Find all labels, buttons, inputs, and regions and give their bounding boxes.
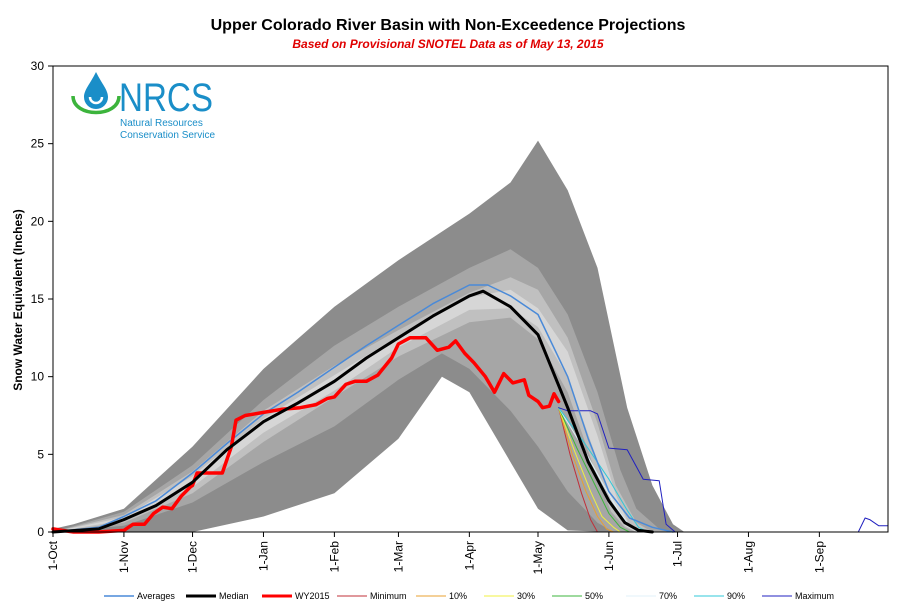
series-line-wy2015 [51, 336, 561, 534]
series-line-maximum [558, 407, 889, 533]
series-line-minimum [558, 407, 598, 533]
legend-label: 50% [585, 591, 603, 601]
y-tick-label: 15 [31, 292, 45, 306]
water-drop-icon [71, 72, 121, 115]
x-tick-label: 1-Jan [257, 541, 271, 571]
chart-subtitle: Based on Provisional SNOTEL Data as of M… [292, 37, 604, 51]
nrcs-logo: NRCS Natural Resources Conservation Serv… [71, 72, 215, 141]
y-tick-label: 30 [31, 59, 45, 73]
y-tick-label: 20 [31, 214, 45, 228]
y-tick-label: 5 [37, 447, 44, 461]
x-tick-label: 1-Dec [186, 541, 200, 573]
y-axis: 0 5 10 15 20 25 30 [31, 59, 53, 539]
legend: Averages Median WY2015 Minimum 10% 30% 50% 70% 9… [104, 591, 834, 601]
y-axis-label: Snow Water Equivalent (Inches) [11, 209, 25, 391]
series-line-averages [52, 284, 674, 533]
logo-line2: Conservation Service [120, 130, 215, 141]
y-tick-label: 10 [31, 370, 45, 384]
x-tick-label: 1-Apr [462, 541, 476, 570]
x-tick-label: 1-Feb [327, 541, 341, 573]
y-tick-label: 25 [31, 137, 45, 151]
legend-label: Maximum [795, 591, 834, 601]
series-line-median [51, 289, 654, 534]
series-line-30pct [558, 407, 621, 533]
legend-label: 30% [517, 591, 535, 601]
x-tick-label: 1-May [531, 541, 545, 574]
x-tick-label: 1-Jul [671, 541, 685, 567]
legend-label: 70% [659, 591, 677, 601]
x-tick-label: 1-Oct [46, 540, 60, 570]
logo-line1: Natural Resources [120, 118, 203, 129]
chart-title: Upper Colorado River Basin with Non-Exce… [211, 17, 686, 34]
x-tick-label: 1-Nov [117, 541, 131, 573]
logo-name: NRCS [119, 76, 213, 120]
legend-label: Averages [137, 591, 175, 601]
x-tick-label: 1-Mar [391, 541, 405, 572]
x-tick-label: 1-Sep [812, 541, 826, 573]
x-axis: 1-Oct 1-Nov 1-Dec 1-Jan 1-Feb 1-Mar 1-Apr 1-May… [46, 532, 826, 574]
x-tick-label: 1-Aug [742, 541, 756, 573]
x-tick-label: 1-Jun [602, 541, 616, 571]
series-line-50pct [558, 407, 630, 533]
legend-label: Minimum [370, 591, 407, 601]
legend-label: WY2015 [295, 591, 330, 601]
y-tick-label: 0 [37, 525, 44, 539]
series-line-10pct [558, 407, 614, 533]
legend-label: 90% [727, 591, 745, 601]
legend-label: Median [219, 591, 249, 601]
series-lines [51, 284, 889, 534]
legend-label: 10% [449, 591, 467, 601]
